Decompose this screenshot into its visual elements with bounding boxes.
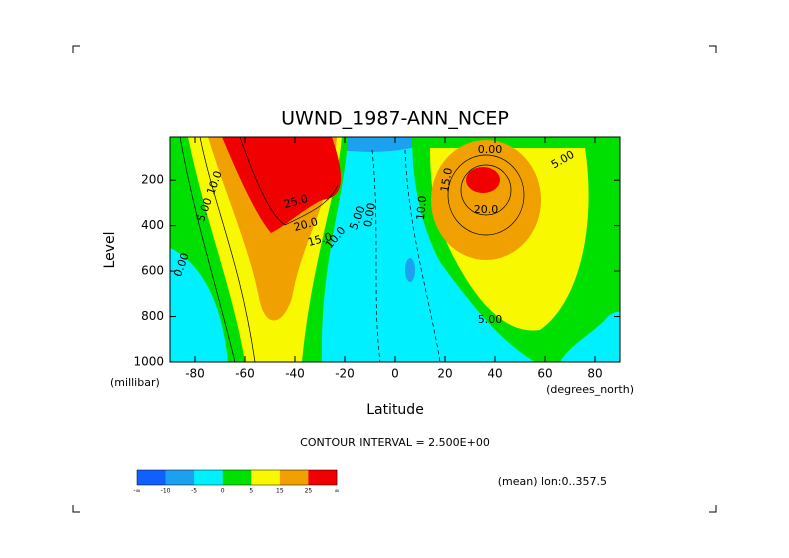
y-tick-label: 600: [141, 264, 164, 278]
colorbar-label: 5: [249, 488, 253, 495]
contour-line: [460, 164, 512, 216]
x-tick-label: 20: [437, 367, 452, 381]
x-tick-label: 40: [487, 367, 502, 381]
colorbar-label: 25: [305, 488, 313, 495]
x-tick-label: -60: [235, 367, 255, 381]
x-tick-label: 60: [537, 367, 552, 381]
x-tick-label: -80: [185, 367, 205, 381]
colorbar-swatch: [165, 470, 195, 485]
colorbar-swatch: [308, 470, 338, 485]
y-tick-label: 400: [141, 218, 164, 232]
contour-label: 15.0: [438, 167, 455, 193]
x-tick-label: -40: [285, 367, 305, 381]
y-tick-label: 200: [141, 173, 164, 187]
contour-line: [404, 149, 441, 362]
colorbar-swatch: [194, 470, 224, 485]
note: (mean) lon:0..357.5: [498, 475, 607, 488]
corner: [709, 45, 717, 53]
contour-label: 25.0: [282, 192, 309, 211]
y-tick-label: 800: [141, 309, 164, 323]
colorbar-swatch: [251, 470, 281, 485]
contour-label: 20.0: [292, 215, 319, 234]
colorbar-swatch: [222, 470, 252, 485]
chart-title: UWND_1987-ANN_NCEP: [281, 108, 509, 130]
corner: [72, 505, 80, 513]
colorbar-frame: [136, 469, 338, 486]
contour-line: [199, 137, 256, 362]
contour-line: [179, 137, 236, 362]
corner: [72, 45, 80, 53]
colorbar-label: 15: [276, 488, 284, 495]
contour-lines: [179, 137, 525, 362]
field-cyan: [560, 311, 620, 362]
colorbar-label: ∞: [335, 488, 340, 495]
contour-line: [239, 137, 339, 226]
x-tick-label: 0: [391, 367, 399, 381]
contour-line: [371, 149, 381, 362]
contour-label: 20.0: [474, 203, 499, 216]
x-tick-label: -20: [335, 367, 355, 381]
field-red: [222, 137, 342, 233]
y-tick-label: 1000: [133, 355, 164, 369]
contour-label: 10.0: [414, 195, 429, 221]
field-red: [466, 167, 500, 193]
field-blue: [405, 258, 415, 282]
colorbar-label: -5: [191, 488, 197, 495]
y-axis-label: Level: [102, 232, 118, 269]
corner: [709, 505, 717, 513]
x-tick-label: 80: [587, 367, 602, 381]
contour-label: 15.0: [306, 230, 333, 249]
contour-label: 0.00: [478, 143, 503, 156]
x-units: (degrees_north): [546, 383, 634, 396]
colorbar-label: -∞: [133, 488, 140, 495]
contour-label: 5.00: [478, 313, 503, 326]
y-units: (millibar): [110, 376, 160, 389]
corner-marks: [72, 45, 717, 513]
colorbar-label: 0: [221, 488, 225, 495]
contour-field: [170, 137, 620, 362]
contour-label: 0.00: [361, 202, 378, 228]
contour-line: [447, 154, 525, 236]
colorbar-swatch: [279, 470, 309, 485]
colorbar-swatch: [137, 470, 166, 485]
x-axis-label: Latitude: [366, 402, 424, 418]
annotation: CONTOUR INTERVAL = 2.500E+00: [300, 436, 490, 449]
colorbar-label: -10: [161, 488, 171, 495]
field-orange: [431, 140, 541, 260]
